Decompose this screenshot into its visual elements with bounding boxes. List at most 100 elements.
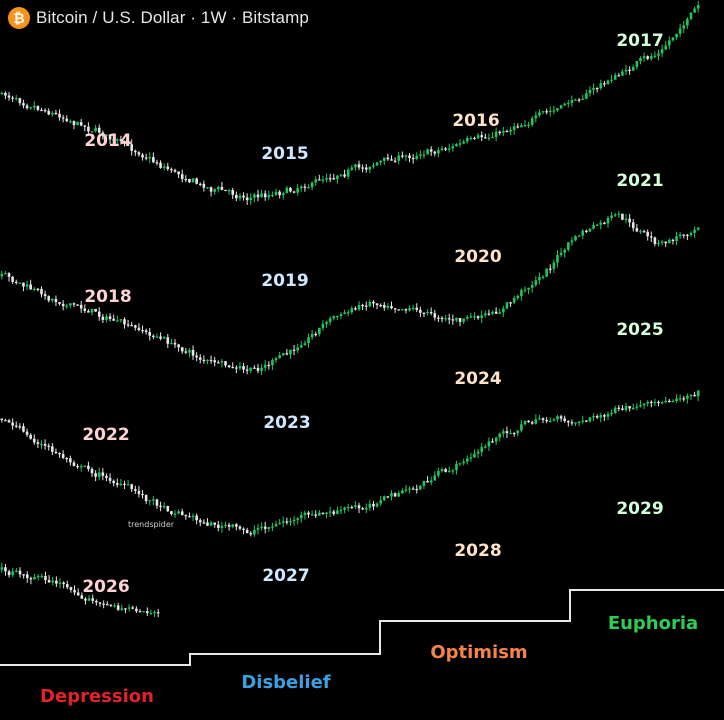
candle-body bbox=[260, 367, 263, 371]
candle-body bbox=[72, 462, 76, 466]
year-labels: 2014 2015 2016 2017 2018 2019 2020 2021 … bbox=[82, 31, 663, 597]
candle-body bbox=[123, 319, 126, 325]
candle-body bbox=[289, 521, 292, 523]
candle-body bbox=[588, 89, 592, 94]
candle-body bbox=[51, 112, 54, 115]
candle-body bbox=[177, 511, 180, 514]
candle-body bbox=[25, 574, 29, 579]
candle-body bbox=[635, 228, 639, 232]
candle-body bbox=[124, 608, 127, 610]
candle-body bbox=[249, 367, 253, 371]
candle-body bbox=[321, 179, 325, 181]
year-label: 2015 bbox=[261, 144, 308, 164]
candle-body bbox=[105, 316, 108, 320]
candles-layer bbox=[0, 1, 700, 618]
candle-body bbox=[299, 186, 303, 189]
candle-body bbox=[310, 514, 314, 516]
candle-body bbox=[476, 451, 480, 454]
candle-body bbox=[7, 420, 11, 423]
candle-body bbox=[0, 92, 4, 95]
candle-body bbox=[527, 420, 530, 423]
candle-body bbox=[138, 611, 142, 613]
candle-body bbox=[115, 320, 119, 322]
candle-body bbox=[657, 53, 660, 56]
candle-body bbox=[455, 463, 458, 471]
candle-body bbox=[58, 582, 62, 584]
candle-body bbox=[649, 56, 653, 59]
candle-body bbox=[296, 188, 299, 193]
candle-body bbox=[170, 342, 173, 345]
candle-body bbox=[696, 390, 700, 397]
candle-body bbox=[653, 55, 657, 57]
candle-body bbox=[588, 417, 592, 422]
candle-body bbox=[231, 366, 235, 369]
candle-body bbox=[516, 295, 520, 299]
candle-body bbox=[25, 105, 29, 109]
candle-body bbox=[653, 237, 657, 244]
candle-body bbox=[263, 193, 267, 198]
candle-body bbox=[696, 227, 700, 230]
candle-body bbox=[693, 8, 696, 13]
candle-body bbox=[426, 480, 429, 483]
phase-label-depression: Depression bbox=[40, 686, 154, 707]
candle-body bbox=[18, 282, 22, 284]
candle-body bbox=[523, 125, 527, 127]
candle-body bbox=[36, 576, 40, 578]
candle-body bbox=[135, 608, 138, 612]
candle-body bbox=[22, 282, 25, 287]
candle-body bbox=[69, 458, 72, 463]
candle-body bbox=[332, 511, 336, 514]
candle-body bbox=[101, 132, 105, 136]
year-label: 2017 bbox=[616, 31, 663, 51]
year-label: 2029 bbox=[616, 499, 663, 519]
candle-body bbox=[437, 471, 440, 476]
candle-body bbox=[130, 484, 134, 490]
candle-body bbox=[451, 146, 455, 149]
candle-body bbox=[639, 405, 642, 407]
candle-body bbox=[101, 316, 105, 320]
candle-body bbox=[296, 518, 299, 520]
candle-body bbox=[58, 113, 61, 118]
candle-body bbox=[325, 178, 328, 180]
candle-body bbox=[516, 430, 520, 434]
year-label: 2021 bbox=[616, 171, 663, 191]
candle-body bbox=[166, 506, 170, 512]
phase-staircase-line bbox=[0, 589, 724, 666]
candle-body bbox=[390, 159, 393, 161]
candle-body bbox=[321, 512, 325, 514]
candle-body bbox=[473, 137, 476, 140]
candle-body bbox=[603, 83, 606, 85]
phase-label-optimism: Optimism bbox=[430, 642, 527, 663]
candle-body bbox=[678, 398, 682, 400]
candle-body bbox=[534, 280, 538, 285]
candle-body bbox=[209, 522, 213, 526]
candle-body bbox=[693, 229, 696, 233]
candle-body bbox=[451, 319, 455, 321]
candle-body bbox=[480, 447, 484, 452]
candle-body bbox=[55, 580, 58, 584]
candle-body bbox=[361, 508, 364, 510]
candle-body bbox=[102, 603, 105, 605]
candle-body bbox=[581, 420, 585, 422]
candle-body bbox=[512, 432, 516, 435]
candle-body bbox=[79, 122, 83, 126]
candle-body bbox=[101, 472, 105, 476]
candle-body bbox=[191, 515, 195, 517]
candle-body bbox=[29, 284, 32, 290]
candle-body bbox=[73, 589, 76, 593]
candle-body bbox=[4, 92, 7, 96]
candle-body bbox=[631, 66, 635, 71]
candle-body bbox=[509, 302, 512, 304]
candle-body bbox=[350, 167, 354, 170]
candle-body bbox=[458, 318, 462, 322]
candle-body bbox=[440, 148, 444, 151]
candle-body bbox=[570, 240, 574, 243]
candle-body bbox=[33, 577, 36, 580]
candle-body bbox=[79, 466, 83, 468]
year-label: 2014 bbox=[84, 131, 131, 151]
candle-body bbox=[678, 28, 682, 34]
candle-body bbox=[149, 612, 153, 615]
candle-body bbox=[112, 318, 115, 321]
candle-body bbox=[98, 602, 102, 604]
candle-body bbox=[289, 187, 292, 192]
